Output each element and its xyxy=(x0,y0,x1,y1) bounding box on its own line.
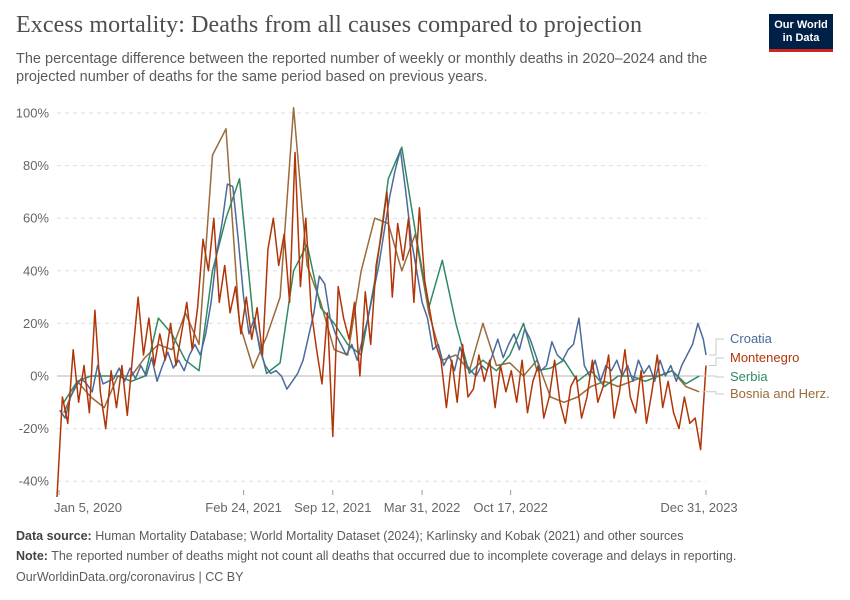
legend-label-montenegro: Montenegro xyxy=(730,350,799,365)
legend-connector xyxy=(702,391,724,395)
x-tick-label: Mar 31, 2022 xyxy=(384,500,461,515)
series-line-croatia xyxy=(59,149,707,419)
owid-link[interactable]: OurWorldinData.org/coronavirus xyxy=(16,570,196,584)
data-source-label: Data source: xyxy=(16,529,92,543)
legend-connector xyxy=(702,375,724,378)
legend-connector xyxy=(709,338,724,356)
note-label: Note: xyxy=(16,549,48,563)
legend-label-bosnia-and-herz: Bosnia and Herz. xyxy=(730,386,830,401)
legend-label-croatia: Croatia xyxy=(730,331,773,346)
chart-subtitle: The percentage difference between the re… xyxy=(16,51,708,85)
series-line-serbia xyxy=(63,146,700,403)
chart-title: Excess mortality: Deaths from all causes… xyxy=(16,12,643,38)
y-tick-label: 100% xyxy=(16,106,50,121)
y-tick-label: 80% xyxy=(23,158,49,173)
x-tick-label: Jan 5, 2020 xyxy=(54,500,122,515)
legend-connector xyxy=(709,357,724,366)
y-tick-label: -40% xyxy=(19,474,50,489)
footer-links: OurWorldinData.org/coronavirus | CC BY xyxy=(16,570,244,584)
logo-line-2: in Data xyxy=(782,32,820,44)
series-line-montenegro xyxy=(56,151,707,498)
x-tick-label: Sep 12, 2021 xyxy=(294,500,371,515)
legend-label-serbia: Serbia xyxy=(730,369,768,384)
y-tick-label: 20% xyxy=(23,316,49,331)
logo-line-1: Our World xyxy=(774,19,828,31)
x-tick-label: Dec 31, 2023 xyxy=(660,500,737,515)
y-tick-label: 60% xyxy=(23,211,49,226)
data-source-text: Human Mortality Database; World Mortalit… xyxy=(95,529,684,543)
chart-note: Note: The reported number of deaths migh… xyxy=(16,549,736,563)
series-line-bosnia-and-herz xyxy=(63,106,700,414)
note-text: The reported number of deaths might not … xyxy=(51,549,737,563)
x-tick-label: Feb 24, 2021 xyxy=(205,500,282,515)
y-tick-label: -20% xyxy=(19,421,50,436)
x-tick-label: Oct 17, 2022 xyxy=(473,500,547,515)
y-tick-label: 40% xyxy=(23,263,49,278)
owid-logo[interactable]: Our World in Data xyxy=(769,14,833,52)
y-tick-label: 0% xyxy=(30,369,49,384)
license-link[interactable]: CC BY xyxy=(205,570,244,584)
data-source: Data source: Human Mortality Database; W… xyxy=(16,529,683,543)
